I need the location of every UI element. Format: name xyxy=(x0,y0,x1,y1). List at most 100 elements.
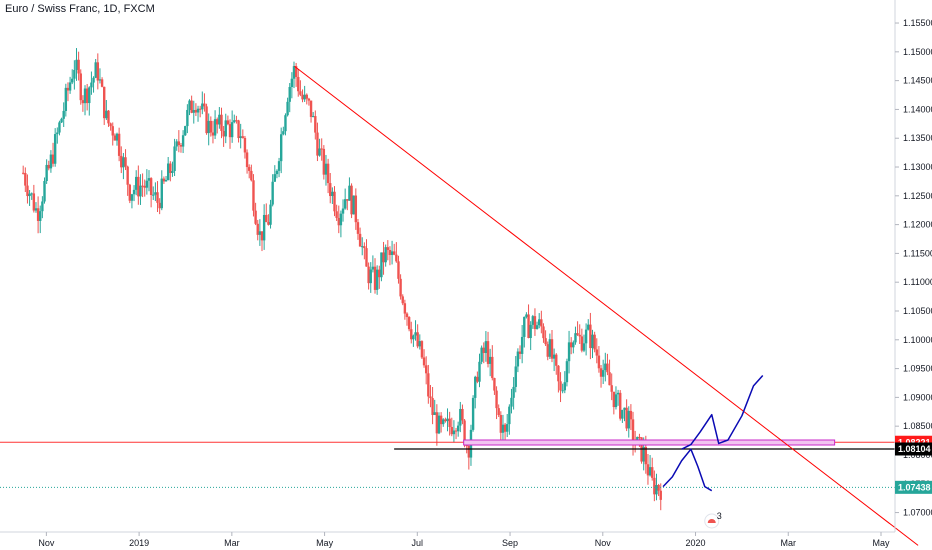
candle-body xyxy=(316,132,319,156)
price-tick-label: 1.11500 xyxy=(903,248,932,258)
candle-body xyxy=(45,164,48,182)
candle-body xyxy=(375,269,379,290)
candle-body xyxy=(299,91,302,95)
candle-body xyxy=(569,342,573,348)
candle-body xyxy=(286,101,289,116)
candle-body xyxy=(314,116,317,133)
candle-body xyxy=(352,195,355,215)
candle-body xyxy=(446,418,449,422)
candle-body xyxy=(563,382,566,391)
candle-body xyxy=(194,109,198,113)
candle-body xyxy=(228,124,232,138)
price-tag xyxy=(895,480,932,494)
candle-body xyxy=(614,394,618,408)
time-axis: Nov 2019 Mar May Jul Sep Nov 2020 Mar May xyxy=(0,531,895,548)
candle-body xyxy=(282,131,285,135)
time-tick-label: Nov xyxy=(595,538,612,548)
candle-body xyxy=(275,170,279,175)
price-tag-label: 1.08104 xyxy=(898,444,931,454)
candle-body xyxy=(66,87,70,91)
candle-body xyxy=(294,66,298,77)
candle-body xyxy=(245,152,249,168)
candle-body xyxy=(659,490,662,500)
candle-body xyxy=(416,332,419,347)
candle-body xyxy=(175,141,178,147)
price-tick-label: 1.11000 xyxy=(903,277,932,287)
candle-body xyxy=(533,316,537,330)
candle-body xyxy=(226,120,230,125)
candle-body xyxy=(548,339,552,357)
candle-body xyxy=(576,333,579,335)
price-tag xyxy=(895,442,932,456)
candle-body xyxy=(610,385,613,392)
candle-body xyxy=(584,329,588,344)
candle-body xyxy=(625,407,628,429)
candle-body xyxy=(24,173,27,186)
candle-body xyxy=(399,278,402,297)
candle-body xyxy=(288,86,291,102)
time-tick-label: Mar xyxy=(224,538,240,548)
candle-body xyxy=(254,210,257,224)
candle-body xyxy=(593,334,596,350)
candle-body xyxy=(292,66,296,79)
candle-body xyxy=(510,397,513,407)
candle-body xyxy=(373,266,377,290)
candle-body xyxy=(523,316,526,337)
candle-body xyxy=(506,424,509,432)
candle-body xyxy=(482,347,485,353)
candle-body xyxy=(401,296,404,304)
candle-body xyxy=(390,251,394,255)
candle-body xyxy=(53,134,57,164)
price-tick-label: 1.13500 xyxy=(903,133,932,143)
candle-body xyxy=(211,132,215,136)
candle-body xyxy=(186,109,189,127)
candle-body xyxy=(21,172,25,174)
candle-body xyxy=(28,193,31,197)
candle-body xyxy=(589,324,592,349)
candle-body xyxy=(476,376,479,382)
candle-body xyxy=(474,376,477,398)
candle-body xyxy=(516,351,520,367)
candle-body xyxy=(265,214,268,223)
candle-body xyxy=(222,130,225,137)
candle-body xyxy=(493,378,496,391)
candle-body xyxy=(162,178,166,182)
candle-body xyxy=(544,338,547,345)
candle-body xyxy=(648,467,652,476)
candle-body xyxy=(284,115,287,132)
candle-body xyxy=(365,248,368,267)
candle-body xyxy=(169,163,172,173)
candle-body xyxy=(297,76,300,92)
candle-body xyxy=(49,154,53,169)
candle-body xyxy=(213,119,217,136)
candle-body xyxy=(486,341,490,364)
candle-body xyxy=(410,329,413,340)
candle-body xyxy=(311,116,315,118)
candle-body xyxy=(62,110,65,119)
candle-body xyxy=(582,343,586,351)
candle-body xyxy=(184,126,187,136)
candle-body xyxy=(79,73,82,101)
candle-body xyxy=(542,326,545,339)
candle-body xyxy=(606,363,609,373)
candle-body xyxy=(420,341,424,358)
candle-body xyxy=(233,120,236,123)
candle-body xyxy=(68,82,72,91)
candle-body xyxy=(243,137,247,153)
candle-body xyxy=(173,146,176,172)
candle-body xyxy=(107,110,110,124)
candle-body xyxy=(514,366,517,387)
candle-body xyxy=(94,62,97,78)
candle-body xyxy=(307,98,311,101)
candle-body xyxy=(181,135,185,147)
candle-body xyxy=(83,88,87,104)
time-tick-label: Mar xyxy=(781,538,797,548)
candle-body xyxy=(525,314,528,317)
candle-body xyxy=(358,233,362,247)
candle-body xyxy=(160,178,163,209)
candle-body xyxy=(333,191,336,212)
price-tag-label: 1.08221 xyxy=(898,437,931,447)
time-tick-label: Sep xyxy=(502,538,518,548)
